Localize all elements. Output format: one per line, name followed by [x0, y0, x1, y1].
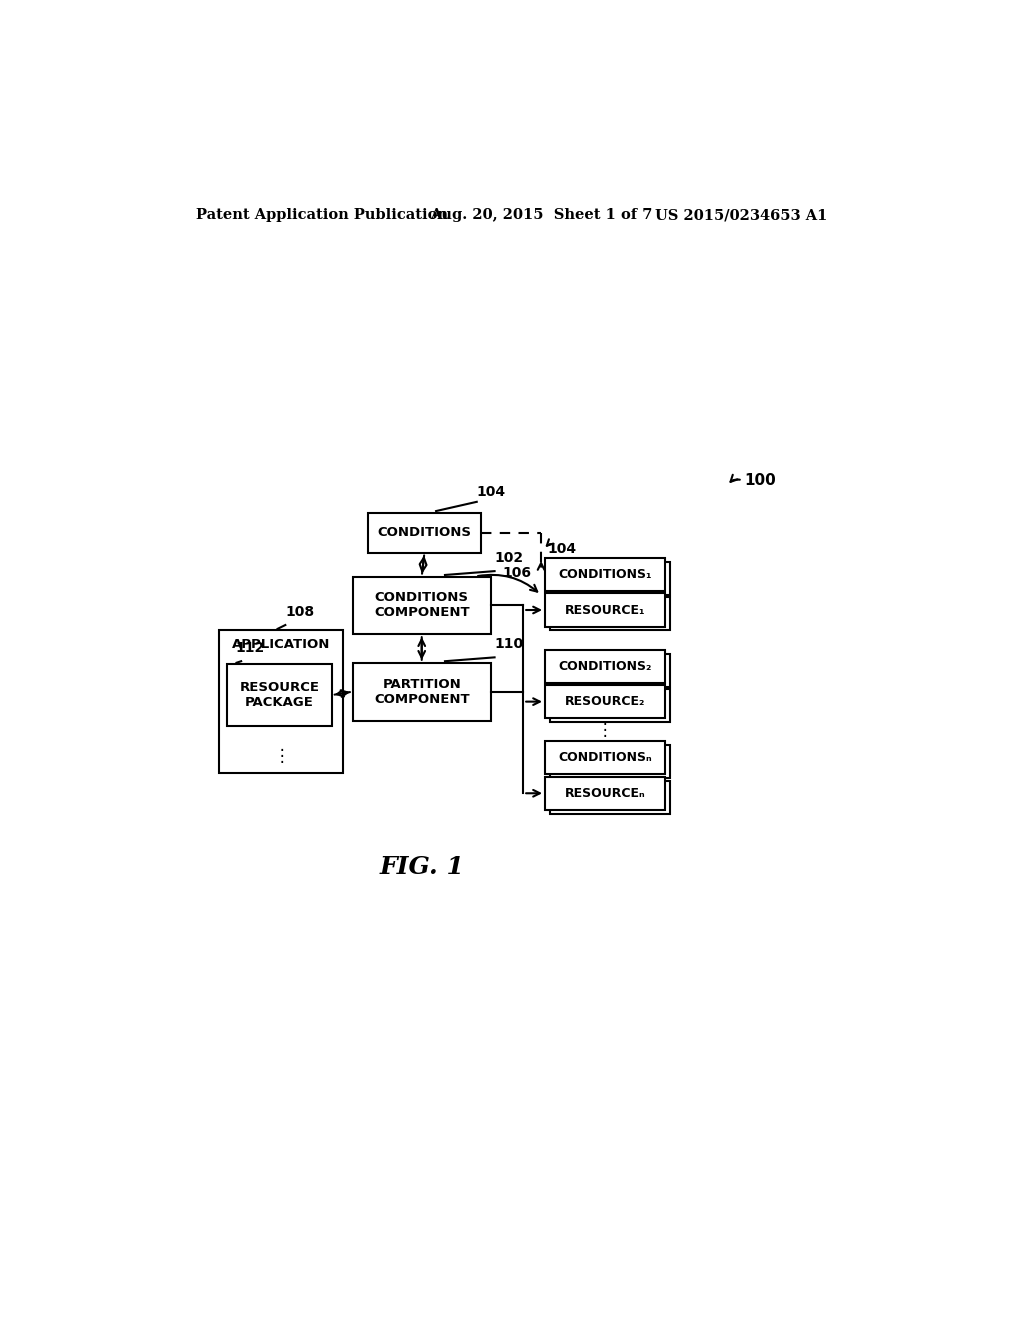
Bar [550, 653, 670, 686]
Bar [545, 649, 665, 682]
Text: 100: 100 [744, 473, 776, 488]
Bar [219, 631, 343, 774]
Bar [550, 780, 670, 813]
Text: RESOURCE
PACKAGE: RESOURCE PACKAGE [240, 681, 319, 709]
Text: RESOURCE₂: RESOURCE₂ [565, 696, 645, 708]
Text: 108: 108 [286, 605, 314, 619]
Bar [545, 594, 665, 627]
Bar [550, 689, 670, 722]
Bar [369, 512, 480, 553]
Bar [545, 776, 665, 810]
Bar [352, 663, 490, 721]
Text: ⋮: ⋮ [597, 721, 613, 739]
Bar [550, 597, 670, 631]
Text: ⋮: ⋮ [273, 747, 290, 764]
Bar [352, 577, 490, 635]
Text: RESOURCE₁: RESOURCE₁ [565, 603, 645, 616]
Text: 102: 102 [495, 550, 523, 565]
Text: APPLICATION: APPLICATION [232, 638, 331, 651]
Bar [545, 558, 665, 591]
Text: US 2015/0234653 A1: US 2015/0234653 A1 [655, 209, 827, 222]
Text: CONDITIONS₂: CONDITIONS₂ [558, 660, 651, 673]
Text: PARTITION
COMPONENT: PARTITION COMPONENT [374, 677, 470, 706]
Text: Aug. 20, 2015  Sheet 1 of 7: Aug. 20, 2015 Sheet 1 of 7 [430, 209, 652, 222]
Text: CONDITIONSₙ: CONDITIONSₙ [558, 751, 652, 764]
Bar [550, 562, 670, 595]
Text: 104: 104 [547, 543, 577, 556]
Text: 110: 110 [495, 638, 523, 651]
Text: 104: 104 [477, 484, 506, 499]
Bar [550, 744, 670, 779]
Text: 106: 106 [503, 566, 531, 579]
Bar [227, 664, 332, 726]
Text: Patent Application Publication: Patent Application Publication [197, 209, 449, 222]
Text: CONDITIONS: CONDITIONS [378, 527, 471, 539]
Text: CONDITIONS₁: CONDITIONS₁ [558, 568, 651, 581]
Bar [545, 685, 665, 718]
Text: RESOURCEₙ: RESOURCEₙ [564, 787, 645, 800]
Text: CONDITIONS
COMPONENT: CONDITIONS COMPONENT [374, 591, 470, 619]
Text: 112: 112 [234, 642, 264, 655]
Bar [545, 742, 665, 775]
Text: FIG. 1: FIG. 1 [380, 855, 465, 879]
